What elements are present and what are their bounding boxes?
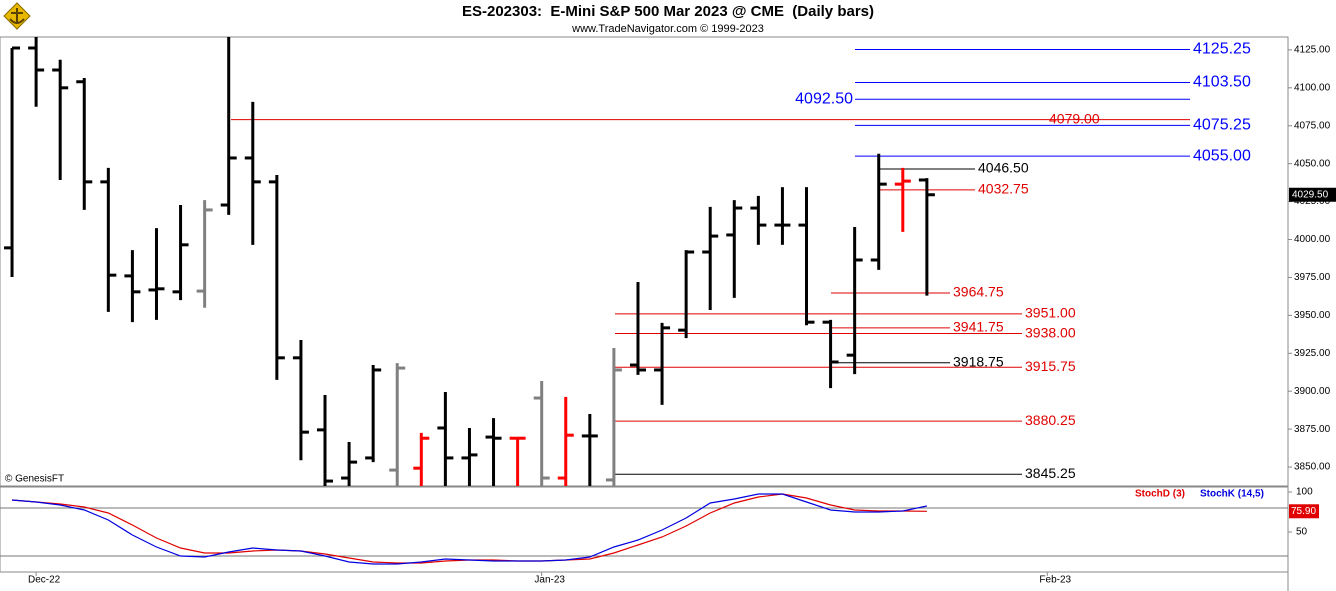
stoch-line (11, 493, 928, 565)
level-label: 4075.25 (1193, 117, 1251, 134)
y-tick-label: 100 (1296, 487, 1313, 498)
value-label-box (1289, 504, 1319, 519)
current-price-box (1289, 187, 1336, 202)
y-tick-label: 4100.00 (1294, 82, 1331, 93)
level-label: 3941.75 (953, 319, 1004, 335)
level-label: 4125.25 (1193, 41, 1251, 58)
y-tick-label: 4050.00 (1294, 158, 1331, 169)
price-marks (4, 37, 1190, 486)
level-label: 4032.75 (978, 181, 1029, 197)
legend-entry: StochD (3) (1135, 489, 1185, 500)
y-tick-label: 3950.00 (1294, 310, 1331, 321)
legend-entry: StochK (14,5) (1200, 489, 1264, 500)
level-label: 4103.50 (1193, 74, 1251, 91)
level-label: 3951.00 (1025, 305, 1076, 321)
y-tick-label: 3975.00 (1294, 272, 1331, 283)
value-label: 75.90 (1291, 506, 1316, 517)
watermark: © GenesisFT (5, 474, 64, 485)
level-label: 3880.25 (1025, 412, 1076, 428)
y-tick-label: 4000.00 (1294, 234, 1331, 245)
level-label: 3845.25 (1025, 465, 1076, 481)
level-label: 4055.00 (1193, 147, 1251, 164)
stoch-marks (0, 493, 1288, 565)
y-tick-label: 4075.00 (1294, 120, 1331, 131)
level-label: 4079.00 (1049, 110, 1100, 126)
y-tick-label: 3875.00 (1294, 424, 1331, 435)
level-label: 4092.50 (795, 90, 853, 107)
y-tick-label: 3900.00 (1294, 386, 1331, 397)
y-tick-label: 3850.00 (1294, 462, 1331, 473)
level-label: 4046.50 (978, 160, 1029, 176)
x-tick-label: Jan-23 (534, 575, 565, 586)
y-tick-label: 3925.00 (1294, 348, 1331, 359)
x-tick-label: Dec-22 (28, 575, 61, 586)
level-label: 3964.75 (953, 284, 1004, 300)
y-tick-label: 4125.00 (1294, 45, 1331, 56)
current-price-label: 4029.50 (1292, 189, 1329, 200)
logo (3, 2, 31, 30)
level-label: 3918.75 (953, 353, 1004, 369)
x-tick-label: Feb-23 (1039, 575, 1071, 586)
y-tick-label: 50 (1296, 527, 1308, 538)
level-label: 3938.00 (1025, 324, 1076, 340)
level-label: 3915.75 (1025, 358, 1076, 374)
chart-title: ES-202303: E-Mini S&P 500 Mar 2023 @ CME… (462, 3, 874, 20)
chart-subtitle: www.TradeNavigator.com © 1999-2023 (571, 23, 764, 35)
